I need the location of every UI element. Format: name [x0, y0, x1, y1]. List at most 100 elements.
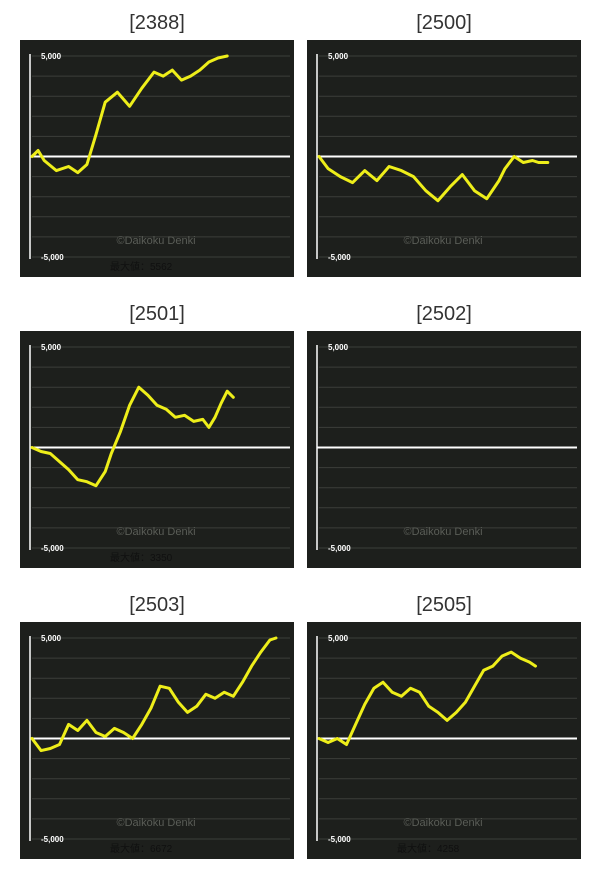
- data-point: [219, 402, 223, 405]
- data-point: [448, 185, 452, 188]
- data-point: [375, 179, 379, 182]
- data-point: [412, 175, 415, 178]
- data-point: [55, 169, 58, 172]
- data-point: [503, 167, 507, 170]
- data-point: [531, 159, 534, 162]
- line-chart: 5,000 -5,000 ©Daikoku Denki 最大値：4258: [316, 634, 577, 855]
- y-tick-label: 5,000: [328, 343, 349, 352]
- chart-panel: 5,000 -5,000 ©Daikoku Denki 最大値：6672: [20, 622, 294, 859]
- max-value-label: 最大値：3350: [110, 551, 173, 564]
- data-point: [232, 396, 235, 399]
- data-point: [189, 74, 192, 78]
- data-point: [30, 446, 34, 449]
- data-point: [372, 687, 376, 690]
- line-chart: 5,000 -5,000 ©Daikoku Denki: [316, 52, 577, 262]
- data-point: [201, 418, 204, 421]
- data-point: [339, 175, 342, 178]
- data-point: [177, 701, 180, 704]
- data-point: [168, 687, 171, 690]
- y-tick-label: 5,000: [328, 634, 349, 643]
- max-value-label: 最大値：6672: [110, 842, 173, 855]
- watermark: ©Daikoku Denki: [403, 526, 482, 538]
- chart-title: [2388]: [129, 12, 185, 34]
- line-chart: 5,000 -5,000 ©Daikoku Denki: [316, 343, 577, 553]
- data-point: [207, 60, 211, 64]
- data-point: [424, 189, 427, 192]
- data-point: [58, 743, 61, 746]
- chart-title: [2501]: [129, 303, 185, 325]
- y-tick-label: 5,000: [41, 52, 62, 61]
- watermark: ©Daikoku Denki: [116, 817, 195, 829]
- data-point: [232, 695, 235, 698]
- data-point: [387, 165, 391, 168]
- data-point: [537, 161, 540, 164]
- y-tick-label: -5,000: [328, 253, 351, 262]
- data-point: [345, 743, 348, 746]
- data-point: [161, 74, 165, 78]
- data-point: [43, 159, 46, 162]
- data-point: [259, 650, 262, 654]
- data-point: [381, 681, 385, 684]
- y-tick-label: 5,000: [41, 343, 62, 352]
- chart-title: [2502]: [416, 303, 472, 325]
- y-tick-label: -5,000: [41, 253, 64, 262]
- data-point: [67, 723, 70, 726]
- data-point: [158, 685, 162, 688]
- data-point: [76, 729, 79, 732]
- data-point: [30, 737, 34, 740]
- data-point: [455, 711, 458, 714]
- data-point: [497, 179, 501, 182]
- data-point: [85, 719, 89, 722]
- data-point: [94, 484, 98, 487]
- data-point: [140, 86, 143, 90]
- data-point: [180, 78, 183, 82]
- data-point: [436, 711, 440, 714]
- line-chart: 5,000 -5,000 ©Daikoku Denki 最大値：5562: [29, 52, 290, 273]
- data-point: [418, 691, 421, 694]
- y-tick-label: 5,000: [41, 634, 62, 643]
- data-point: [461, 173, 464, 176]
- data-point: [513, 155, 516, 158]
- watermark: ©Daikoku Denki: [403, 235, 482, 247]
- data-point: [192, 420, 195, 423]
- data-point: [128, 404, 131, 407]
- max-value-label: 最大値：4258: [397, 842, 460, 855]
- data-point: [226, 54, 229, 58]
- data-point: [250, 664, 253, 668]
- data-point: [195, 705, 198, 708]
- series-line: [30, 385, 235, 488]
- chart-panel: 5,000 -5,000 ©Daikoku Denki: [307, 331, 581, 568]
- data-point: [140, 723, 143, 726]
- series-line: [30, 636, 278, 753]
- y-tick-label: -5,000: [328, 835, 351, 844]
- data-point: [67, 468, 70, 471]
- data-point: [128, 105, 131, 108]
- data-point: [226, 390, 229, 393]
- data-point: [464, 701, 467, 704]
- data-point: [500, 654, 504, 658]
- data-point: [491, 664, 495, 668]
- data-point: [391, 691, 394, 694]
- data-point: [122, 731, 125, 734]
- chart-panel: 5,000 -5,000 ©Daikoku Denki 最大値：4258: [307, 622, 581, 859]
- data-point: [363, 169, 366, 172]
- series-line: [317, 155, 550, 203]
- data-point: [94, 133, 98, 136]
- data-point: [317, 155, 321, 158]
- chart-panel: 5,000 -5,000 ©Daikoku Denki 最大値：5562: [20, 40, 294, 277]
- data-point: [149, 707, 153, 710]
- data-point: [198, 68, 201, 72]
- data-point: [113, 727, 116, 730]
- data-point: [363, 703, 366, 706]
- data-point: [216, 56, 220, 60]
- data-point: [94, 731, 98, 734]
- data-point: [336, 737, 339, 740]
- data-point: [222, 691, 226, 694]
- data-point: [146, 394, 150, 397]
- data-point: [131, 737, 134, 740]
- y-tick-label: -5,000: [41, 544, 64, 553]
- data-point: [546, 161, 549, 164]
- chart-title: [2500]: [416, 12, 472, 34]
- data-point: [85, 480, 89, 483]
- data-point: [49, 452, 52, 455]
